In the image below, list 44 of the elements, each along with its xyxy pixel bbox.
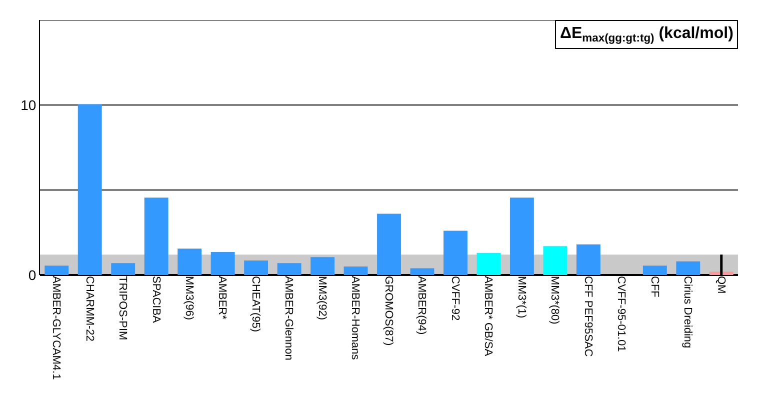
bar [576, 244, 600, 275]
x-tick-label: AMBER(94) [416, 276, 428, 335]
x-tick-label: CHARMM-22 [83, 276, 96, 342]
bar [78, 104, 102, 275]
bar [642, 266, 667, 275]
x-tick-label: AMBER* GB/SA [482, 276, 494, 357]
bar [111, 263, 136, 275]
bar [444, 230, 468, 275]
bar [476, 252, 501, 275]
bar [144, 198, 168, 275]
x-tick-label: AMBER* [216, 276, 228, 320]
bar [178, 248, 202, 275]
x-tick-label: MM3*(1) [515, 276, 528, 318]
bar [410, 268, 434, 275]
x-tick-label: AMBER-Homans [349, 276, 362, 360]
x-tick-label: AMBER-GLYCAM4.1 [50, 276, 62, 380]
x-tick-label: CFF PEF95SAC [582, 276, 594, 357]
bar [44, 266, 69, 275]
bar [277, 263, 302, 275]
chart-title: ΔE$_{max(gg:gt:tg)}$ (kcal/mol) [560, 25, 734, 44]
y-tick-label: 10 [20, 96, 36, 113]
x-tick-label: MM3(92) [316, 276, 328, 320]
bar [210, 252, 235, 275]
x-tick-label: MM3*(80) [548, 276, 561, 324]
bar [543, 246, 568, 275]
x-tick-label: CHEAT(95) [249, 276, 262, 332]
x-tick-label: AMBER-Glennon [282, 276, 295, 360]
x-tick-label: SPACIBA [150, 276, 162, 324]
bar [510, 198, 534, 275]
bar [310, 257, 334, 275]
x-tick-label: MM3(96) [182, 276, 195, 320]
x-tick-label: TRIPOS-PIM [116, 276, 129, 340]
x-tick-label: CFF [648, 276, 660, 298]
y-tick-label: 0 [28, 266, 36, 283]
bar [377, 214, 401, 275]
x-tick-label: CVFF-92 [448, 276, 461, 321]
x-tick-label: CVFF-95-01.01 [615, 276, 628, 352]
x-tick-label: GROMOS(87) [382, 276, 394, 346]
bar [676, 261, 700, 275]
x-tick-label: QM [714, 276, 727, 294]
x-tick-label: Cirius Dreiding [682, 276, 694, 348]
bar [709, 272, 734, 275]
bar [244, 260, 268, 275]
bar [344, 266, 368, 275]
